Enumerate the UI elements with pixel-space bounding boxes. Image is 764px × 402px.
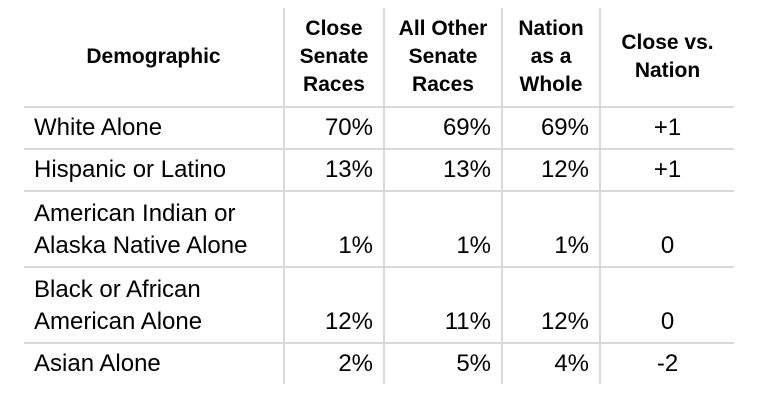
header-other-line-1: All Other xyxy=(398,17,488,40)
row-label-text: American Alone xyxy=(34,308,203,335)
header-close-line-3: Races xyxy=(303,73,365,96)
cell-diff: +1 xyxy=(599,107,734,150)
row-label-text: Alaska Native Alone xyxy=(34,232,248,259)
row-label: American Indian or Alaska Native Alone xyxy=(24,191,284,268)
cell-close: 2% xyxy=(283,343,384,384)
cell-close: 13% xyxy=(283,149,384,192)
row-label-text: Asian Alone xyxy=(34,350,161,377)
row-label-text: White Alone xyxy=(34,114,163,141)
row-label-text: Black or African xyxy=(34,276,201,303)
row-label: White Alone xyxy=(24,107,284,150)
cell-diff: 0 xyxy=(599,267,734,344)
header-demographic-label: Demographic xyxy=(86,45,221,68)
header-nation-line-2: as a xyxy=(530,45,572,68)
table-row: White Alone 70% 69% 69% +1 xyxy=(24,107,734,150)
header-close-senate-races: Close Senate Races xyxy=(283,8,384,108)
header-diff-line-2: Nation xyxy=(634,59,701,82)
header-diff-line-1: Close vs. xyxy=(621,31,714,54)
cell-diff: 0 xyxy=(599,191,734,268)
header-nation-line-3: Whole xyxy=(519,73,583,96)
header-nation-line-1: Nation xyxy=(518,17,584,40)
cell-other: 11% xyxy=(383,267,502,344)
header-all-other-senate-races: All Other Senate Races xyxy=(383,8,502,108)
cell-close: 1% xyxy=(283,191,384,268)
cell-diff: -2 xyxy=(599,343,734,384)
cell-close: 70% xyxy=(283,107,384,150)
header-nation-as-a-whole: Nation as a Whole xyxy=(501,8,600,108)
row-label: Black or African American Alone xyxy=(24,267,284,344)
cell-diff: +1 xyxy=(599,149,734,192)
table-row: Black or African American Alone 12% 11% … xyxy=(24,267,734,344)
cell-nation: 69% xyxy=(501,107,600,150)
header-other-line-3: Races xyxy=(412,73,474,96)
cell-nation: 1% xyxy=(501,191,600,268)
cell-nation: 12% xyxy=(501,267,600,344)
demographics-table: Demographic Close Senate Races All Other… xyxy=(24,8,734,384)
row-label: Hispanic or Latino xyxy=(24,149,284,192)
row-label: Asian Alone xyxy=(24,343,284,384)
cell-nation: 4% xyxy=(501,343,600,384)
row-label-text: American Indian or xyxy=(34,200,236,227)
cell-other: 1% xyxy=(383,191,502,268)
header-close-line-2: Senate xyxy=(299,45,369,68)
header-close-vs-nation: Close vs. Nation xyxy=(599,8,734,108)
header-demographic: Demographic xyxy=(24,8,284,108)
cell-other: 13% xyxy=(383,149,502,192)
cell-other: 5% xyxy=(383,343,502,384)
table-row: American Indian or Alaska Native Alone 1… xyxy=(24,191,734,268)
cell-close: 12% xyxy=(283,267,384,344)
cell-other: 69% xyxy=(383,107,502,150)
header-close-line-1: Close xyxy=(305,17,363,40)
cell-nation: 12% xyxy=(501,149,600,192)
table-row: Asian Alone 2% 5% 4% -2 xyxy=(24,343,734,384)
header-row: Demographic Close Senate Races All Other… xyxy=(24,8,734,108)
row-label-text: Hispanic or Latino xyxy=(34,156,227,183)
table-row: Hispanic or Latino 13% 13% 12% +1 xyxy=(24,149,734,192)
header-other-line-2: Senate xyxy=(408,45,478,68)
